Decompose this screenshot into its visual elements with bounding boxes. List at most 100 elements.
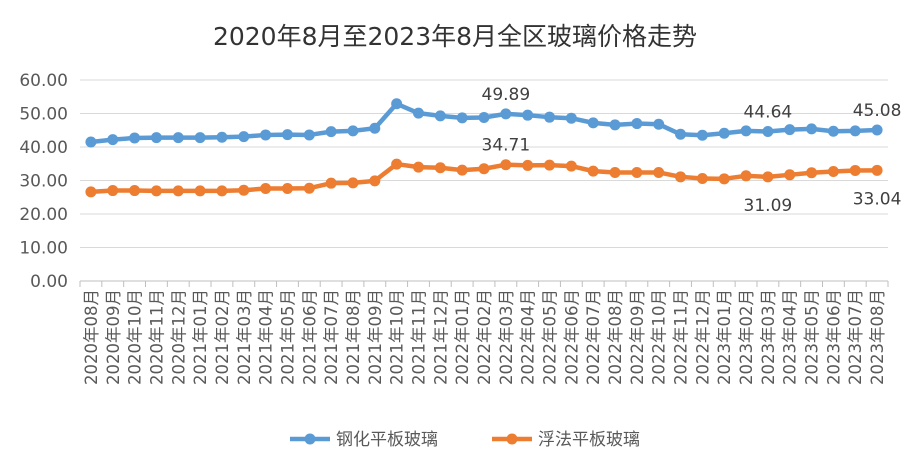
x-tick-label: 2023年07月 <box>846 289 865 385</box>
legend-label: 浮法平板玻璃 <box>538 430 640 450</box>
data-point <box>412 161 424 173</box>
data-labels: 49.89 44.64 45.08 34.71 31.09 33.04 <box>482 85 902 216</box>
data-point <box>456 164 468 176</box>
y-axis: 0.00 10.00 20.00 30.00 40.00 50.00 60.00 <box>19 71 68 292</box>
data-point <box>740 125 752 137</box>
data-point <box>718 173 730 185</box>
data-point <box>391 158 403 170</box>
data-point <box>806 123 818 135</box>
data-point <box>129 185 141 197</box>
legend: 钢化平板玻璃 浮法平板玻璃 <box>290 430 640 450</box>
data-point <box>587 117 599 129</box>
data-point <box>740 170 752 182</box>
data-point <box>762 125 774 137</box>
x-tick-label: 2021年08月 <box>344 289 363 385</box>
x-tick-label: 2022年10月 <box>650 289 669 385</box>
x-tick-label: 2021年03月 <box>235 289 254 385</box>
data-point <box>150 132 162 144</box>
data-point <box>871 164 883 176</box>
x-tick-label: 2021年12月 <box>431 289 450 385</box>
data-point <box>849 125 861 137</box>
data-point <box>806 167 818 179</box>
data-point <box>784 169 796 181</box>
x-tick-label: 2022年01月 <box>453 289 472 385</box>
data-point <box>347 177 359 189</box>
data-point <box>871 124 883 136</box>
data-point <box>325 177 337 189</box>
y-tick-label: 40.00 <box>19 138 68 158</box>
data-point <box>500 159 512 171</box>
data-point <box>434 110 446 122</box>
data-label: 34.71 <box>482 136 531 156</box>
data-point <box>172 185 184 197</box>
data-point <box>369 175 381 187</box>
y-tick-label: 60.00 <box>19 71 68 91</box>
data-point <box>369 122 381 134</box>
data-point <box>565 160 577 172</box>
data-point <box>522 159 534 171</box>
data-point <box>544 111 556 123</box>
data-point <box>303 129 315 141</box>
y-tick-label: 20.00 <box>19 205 68 225</box>
data-point <box>107 134 119 146</box>
x-tick-label: 2021年04月 <box>257 289 276 385</box>
x-tick-label: 2023年05月 <box>803 289 822 385</box>
data-point <box>303 182 315 194</box>
data-point <box>565 112 577 124</box>
x-tick-label: 2021年11月 <box>409 289 428 385</box>
x-tick-label: 2022年02月 <box>475 289 494 385</box>
x-tick-label: 2020年08月 <box>82 289 101 385</box>
legend-marker <box>304 433 316 445</box>
data-point <box>391 98 403 110</box>
data-point <box>85 186 97 198</box>
data-point <box>238 184 250 196</box>
x-tick-label: 2023年01月 <box>715 289 734 385</box>
data-point <box>696 129 708 141</box>
y-tick-label: 30.00 <box>19 172 68 192</box>
data-label: 45.08 <box>853 101 902 121</box>
x-tick-label: 2021年01月 <box>191 289 210 385</box>
data-point <box>631 166 643 178</box>
series-2 <box>85 158 883 198</box>
data-point <box>260 129 272 141</box>
x-tick-label: 2020年12月 <box>169 289 188 385</box>
data-label: 49.89 <box>482 85 531 105</box>
legend-item: 浮法平板玻璃 <box>492 430 640 450</box>
x-tick-label: 2022年12月 <box>693 289 712 385</box>
x-tick-label: 2022年05月 <box>541 289 560 385</box>
data-point <box>631 118 643 130</box>
data-point <box>675 171 687 183</box>
data-point <box>827 125 839 137</box>
data-point <box>784 124 796 136</box>
data-point <box>150 185 162 197</box>
data-point <box>849 164 861 176</box>
data-point <box>500 108 512 120</box>
x-tick-label: 2023年03月 <box>759 289 778 385</box>
x-tick-label: 2020年10月 <box>126 289 145 385</box>
chart-title: 2020年8月至2023年8月全区玻璃价格走势 <box>213 22 697 51</box>
series-1 <box>85 98 883 148</box>
data-point <box>281 129 293 141</box>
x-tick-label: 2022年08月 <box>606 289 625 385</box>
x-tick-label: 2020年11月 <box>147 289 166 385</box>
data-point <box>281 183 293 195</box>
y-tick-label: 10.00 <box>19 239 68 259</box>
data-point <box>194 185 206 197</box>
series-layer <box>85 98 883 198</box>
data-point <box>653 166 665 178</box>
data-point <box>85 136 97 148</box>
data-point <box>260 183 272 195</box>
data-point <box>194 132 206 144</box>
data-point <box>238 131 250 143</box>
legend-label: 钢化平板玻璃 <box>336 430 438 450</box>
data-point <box>544 159 556 171</box>
data-label: 44.64 <box>744 102 793 122</box>
x-tick-label: 2021年05月 <box>278 289 297 385</box>
x-tick-label: 2021年06月 <box>300 289 319 385</box>
data-point <box>456 112 468 124</box>
data-point <box>522 109 534 121</box>
data-point <box>762 171 774 183</box>
data-point <box>827 165 839 177</box>
x-tick-label: 2022年09月 <box>628 289 647 385</box>
